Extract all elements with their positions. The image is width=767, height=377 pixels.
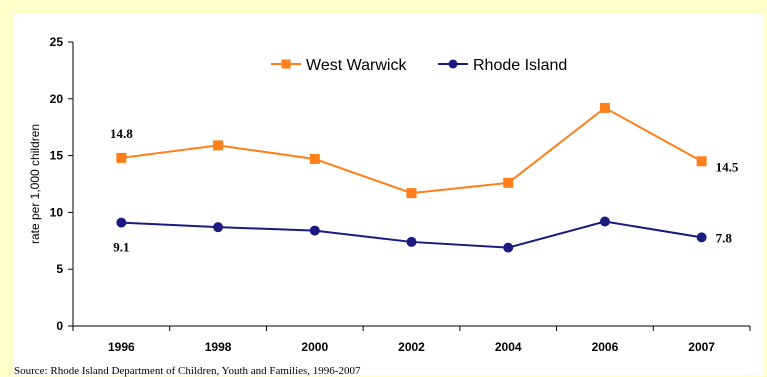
data-point [309,225,320,236]
series-line-0 [121,106,703,195]
data-label: 14.8 [110,126,133,141]
data-point [406,188,417,199]
data-point [213,140,224,151]
data-point [213,222,224,233]
legend-marker-rhode-island [448,59,458,69]
data-point [599,102,610,113]
data-point [309,154,320,165]
y-axis-label: rate per 1,000 children [28,124,42,244]
x-tick-label: 1996 [108,340,135,354]
legend-label-rhode-island: Rhode Island [473,57,567,74]
x-tick-label: 2004 [495,340,522,354]
y-tick-label: 20 [50,92,64,106]
x-tick-label: 2000 [301,340,328,354]
data-point [503,242,514,253]
chart-panel [14,14,764,375]
y-tick-label: 10 [50,205,64,219]
data-point [696,232,707,243]
data-point [406,236,417,247]
x-tick-label: 2006 [592,340,619,354]
legend-label-west-warwick: West Warwick [306,57,407,74]
data-label: 9.1 [113,240,129,255]
x-tick-label: 1998 [205,340,232,354]
data-label: 7.8 [716,230,733,245]
data-point [116,152,127,163]
source-note: Source: Rhode Island Department of Child… [14,365,361,377]
y-tick-label: 15 [50,149,64,163]
x-tick-label: 2007 [688,340,715,354]
data-point [696,156,707,167]
data-point [116,217,127,228]
y-tick-label: 5 [56,262,63,276]
legend-marker-west-warwick [281,59,291,69]
x-tick-label: 2002 [398,340,425,354]
y-tick-label: 25 [50,35,64,49]
data-point [599,216,610,227]
data-label: 14.5 [716,159,739,174]
data-point [503,177,514,188]
y-tick-label: 0 [56,319,63,333]
